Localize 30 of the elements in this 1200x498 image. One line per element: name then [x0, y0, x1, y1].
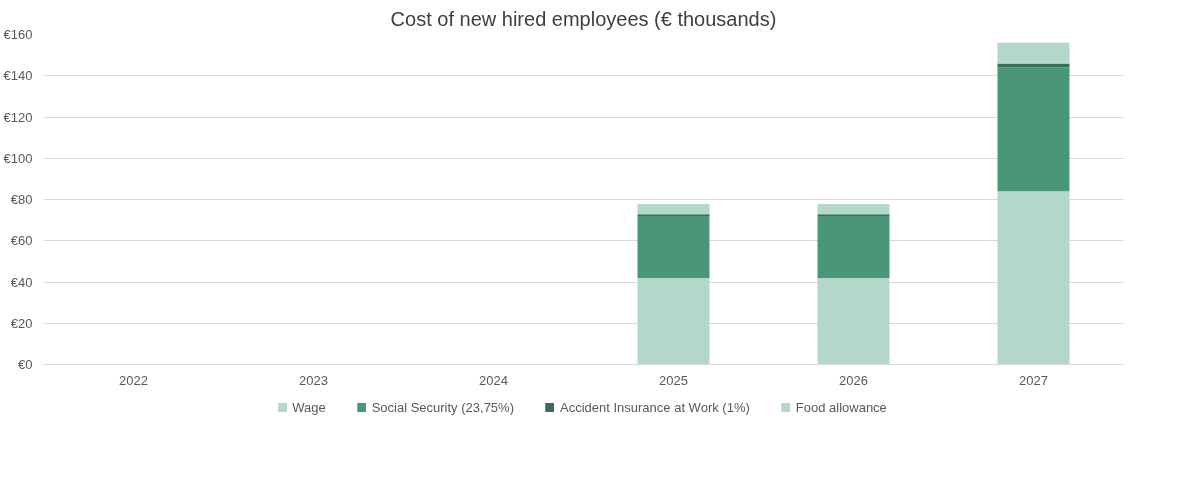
y-tick-label: €20 [10, 315, 33, 331]
y-tick-label: €60 [10, 233, 33, 249]
y-tick-label: €160 [3, 27, 33, 42]
x-tick-label: 2022 [119, 372, 148, 388]
x-tick-label: 2025 [659, 372, 688, 388]
bar [817, 216, 890, 278]
y-tick-label: €40 [10, 274, 33, 290]
x-tick-label: 2023 [299, 372, 328, 388]
chart-title: Cost of new hired employees (€ thousands) [390, 7, 777, 30]
bar [637, 277, 710, 365]
bar [817, 204, 890, 215]
y-tick-label: €100 [3, 150, 33, 166]
x-tick-label: 2026 [839, 372, 868, 388]
y-tick-label: €80 [10, 192, 33, 207]
bar [997, 42, 1070, 64]
y-tick-label: €0 [18, 357, 33, 372]
bar [997, 191, 1070, 365]
legend-label: Social Security (23,75%) [371, 399, 514, 415]
y-tick-label: €120 [3, 109, 33, 125]
bar [637, 204, 710, 215]
legend-label: Wage [292, 399, 326, 415]
x-tick-label: 2027 [1019, 372, 1048, 388]
legend-label: Accident Insurance at Work (1%) [559, 399, 750, 415]
x-tick-label: 2024 [479, 372, 508, 388]
bar [997, 63, 1070, 68]
bar [637, 216, 710, 278]
bar [997, 67, 1070, 192]
y-tick-label: €140 [3, 68, 33, 84]
bar [817, 277, 890, 365]
legend-label: Food allowance [795, 399, 887, 415]
